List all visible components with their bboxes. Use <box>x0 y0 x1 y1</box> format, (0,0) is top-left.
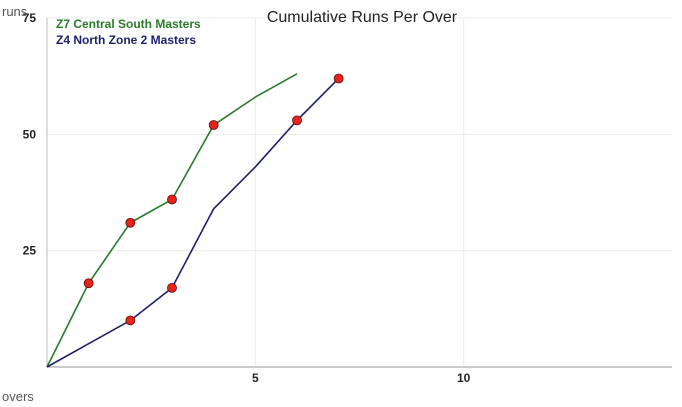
grid-lines <box>47 17 672 367</box>
y-tick-label: 50 <box>23 127 37 141</box>
legend-entry-1: Z4 North Zone 2 Masters <box>56 33 196 47</box>
legend: Z7 Central South Masters Z4 North Zone 2 … <box>56 17 201 47</box>
chart-title: Cumulative Runs Per Over <box>267 9 458 26</box>
wicket-marker <box>292 115 302 126</box>
axes <box>46 18 672 368</box>
legend-entry-0: Z7 Central South Masters <box>56 17 201 31</box>
y-axis-label: runs <box>2 4 28 19</box>
series-line-0 <box>46 73 298 368</box>
wicket-marker <box>167 194 177 205</box>
wicket-markers <box>83 73 344 326</box>
x-axis-label: overs <box>2 389 34 404</box>
wicket-marker <box>125 315 136 326</box>
x-tick-label: 10 <box>457 371 471 385</box>
wicket-marker <box>125 217 136 228</box>
wicket-marker <box>333 73 344 84</box>
tick-labels: 5 10 25 50 75 <box>23 11 471 385</box>
wicket-marker <box>83 278 94 289</box>
series-line-1 <box>46 77 340 368</box>
x-tick-label: 5 <box>252 371 259 385</box>
y-tick-label: 25 <box>23 244 37 258</box>
wicket-marker <box>208 120 219 130</box>
y-tick-label: 75 <box>23 11 37 25</box>
wicket-marker <box>167 282 177 293</box>
